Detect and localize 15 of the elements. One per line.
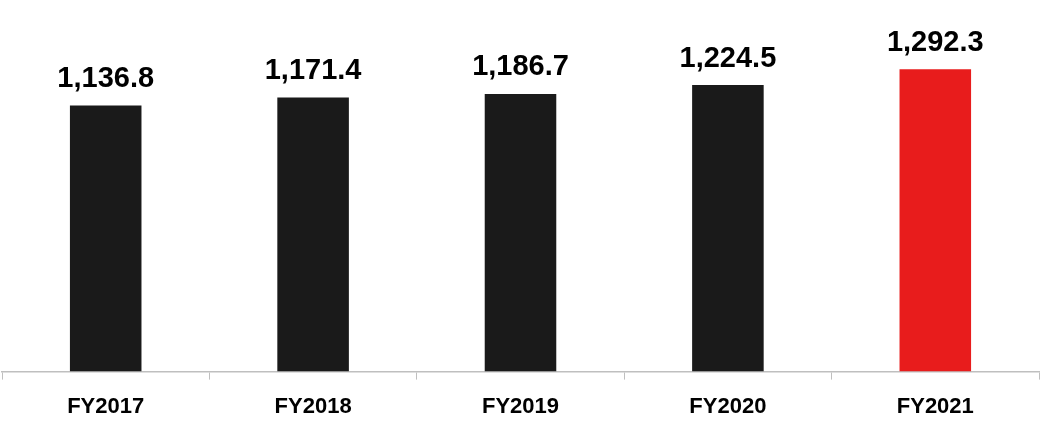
x-tick-label: FY2020	[689, 392, 767, 418]
x-tick-label: FY2017	[67, 392, 145, 418]
bar	[692, 85, 764, 372]
data-label: 1,292.3	[886, 24, 984, 57]
x-tick-label: FY2018	[274, 392, 352, 418]
bar	[69, 105, 142, 372]
data-label: 1,186.7	[472, 49, 569, 82]
x-tick-label: FY2019	[481, 392, 560, 418]
bar	[484, 93, 557, 372]
data-label: 1,171.4	[264, 52, 362, 85]
x-tick-label: FY2021	[896, 392, 974, 418]
data-label: 1,136.8	[57, 61, 155, 94]
bar	[277, 97, 349, 372]
bar	[899, 69, 972, 372]
data-label: 1,224.5	[679, 40, 777, 73]
